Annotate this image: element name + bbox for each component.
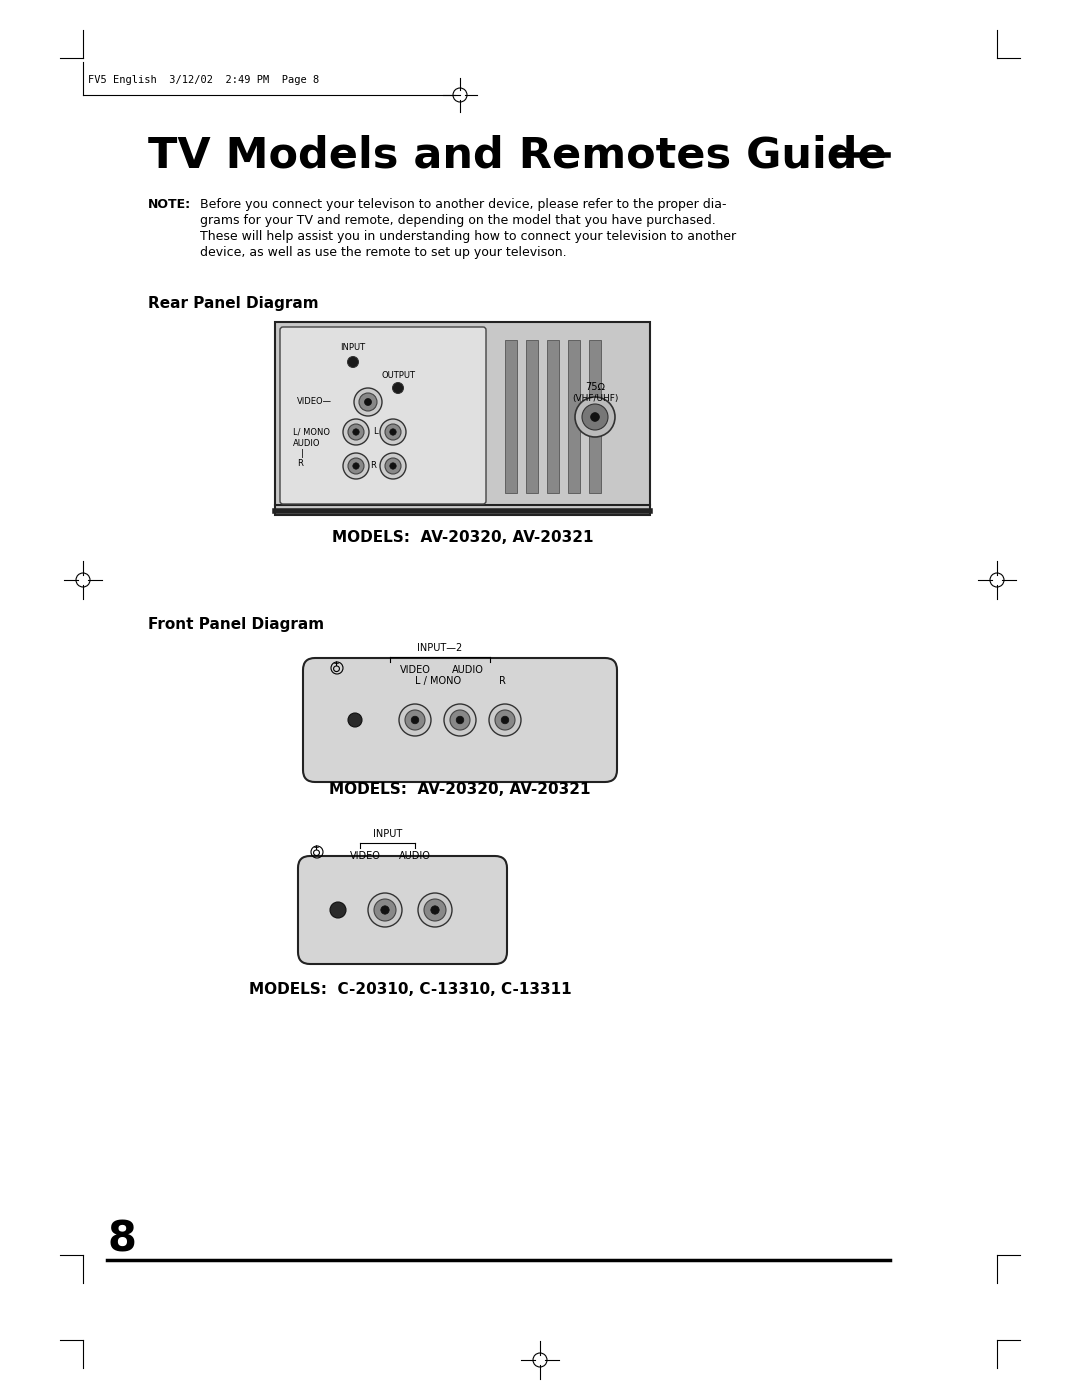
Text: L: L <box>373 427 378 436</box>
Circle shape <box>501 717 509 724</box>
Text: MODELS:  AV-20320, AV-20321: MODELS: AV-20320, AV-20321 <box>329 782 591 798</box>
Text: L/ MONO: L/ MONO <box>293 427 330 436</box>
Circle shape <box>424 900 446 921</box>
Circle shape <box>380 453 406 479</box>
Circle shape <box>390 462 396 469</box>
Text: 8: 8 <box>107 1218 136 1260</box>
Circle shape <box>348 356 359 367</box>
Text: INPUT: INPUT <box>340 344 365 352</box>
Circle shape <box>343 453 369 479</box>
Text: L / MONO: L / MONO <box>415 676 461 686</box>
Text: R: R <box>499 676 505 686</box>
Circle shape <box>495 710 515 731</box>
Text: OUTPUT: OUTPUT <box>381 370 415 380</box>
Bar <box>526 339 538 493</box>
Text: ♁: ♁ <box>312 845 322 859</box>
Bar <box>275 321 650 515</box>
Bar <box>589 339 600 493</box>
Text: R: R <box>370 461 376 471</box>
Text: Rear Panel Diagram: Rear Panel Diagram <box>148 296 319 312</box>
FancyBboxPatch shape <box>280 327 486 504</box>
Text: INPUT: INPUT <box>373 828 402 840</box>
Circle shape <box>450 710 470 731</box>
Circle shape <box>353 429 360 436</box>
Bar <box>568 339 580 493</box>
Circle shape <box>384 425 401 440</box>
Circle shape <box>392 383 404 394</box>
Text: INPUT—2: INPUT—2 <box>417 643 462 652</box>
Circle shape <box>381 905 389 914</box>
FancyBboxPatch shape <box>303 658 617 782</box>
Text: 75Ω: 75Ω <box>585 381 605 393</box>
Circle shape <box>390 429 396 436</box>
Circle shape <box>384 458 401 474</box>
Circle shape <box>359 393 377 411</box>
Text: TV Models and Remotes Guide: TV Models and Remotes Guide <box>148 134 887 176</box>
Circle shape <box>405 710 426 731</box>
Circle shape <box>399 704 431 736</box>
Bar <box>546 339 559 493</box>
Circle shape <box>591 412 599 422</box>
Text: AUDIO: AUDIO <box>293 439 321 447</box>
Circle shape <box>431 905 440 914</box>
Circle shape <box>354 388 382 416</box>
Circle shape <box>343 419 369 446</box>
Circle shape <box>374 900 396 921</box>
Circle shape <box>348 425 364 440</box>
Text: AUDIO: AUDIO <box>400 851 431 861</box>
Text: These will help assist you in understanding how to connect your television to an: These will help assist you in understand… <box>200 231 737 243</box>
Circle shape <box>368 893 402 928</box>
Text: AUDIO: AUDIO <box>453 665 484 675</box>
Circle shape <box>353 462 360 469</box>
Circle shape <box>489 704 521 736</box>
Text: R: R <box>297 460 302 468</box>
Text: MODELS:  AV-20320, AV-20321: MODELS: AV-20320, AV-20321 <box>332 529 593 545</box>
Text: Front Panel Diagram: Front Panel Diagram <box>148 617 324 631</box>
Circle shape <box>411 717 419 724</box>
Circle shape <box>444 704 476 736</box>
Circle shape <box>330 902 346 918</box>
Text: VIDEO—: VIDEO— <box>297 398 332 407</box>
Text: VIDEO: VIDEO <box>350 851 380 861</box>
Text: grams for your TV and remote, depending on the model that you have purchased.: grams for your TV and remote, depending … <box>200 214 716 226</box>
Text: Before you connect your televison to another device, please refer to the proper : Before you connect your televison to ano… <box>200 198 727 211</box>
Bar <box>505 339 517 493</box>
Circle shape <box>418 893 453 928</box>
Circle shape <box>380 419 406 446</box>
Text: ♁: ♁ <box>333 662 341 675</box>
Text: MODELS:  C-20310, C-13310, C-13311: MODELS: C-20310, C-13310, C-13311 <box>248 982 571 997</box>
Circle shape <box>348 712 362 726</box>
Text: device, as well as use the remote to set up your televison.: device, as well as use the remote to set… <box>200 246 567 258</box>
Text: (VHF/UHF): (VHF/UHF) <box>571 394 618 404</box>
Circle shape <box>456 717 463 724</box>
FancyBboxPatch shape <box>298 856 507 964</box>
Text: |: | <box>301 450 303 458</box>
Text: FV5 English  3/12/02  2:49 PM  Page 8: FV5 English 3/12/02 2:49 PM Page 8 <box>87 75 320 85</box>
Circle shape <box>365 398 372 405</box>
Circle shape <box>582 404 608 430</box>
Text: VIDEO: VIDEO <box>400 665 431 675</box>
Text: NOTE:: NOTE: <box>148 198 191 211</box>
Circle shape <box>575 397 615 437</box>
Circle shape <box>348 458 364 474</box>
